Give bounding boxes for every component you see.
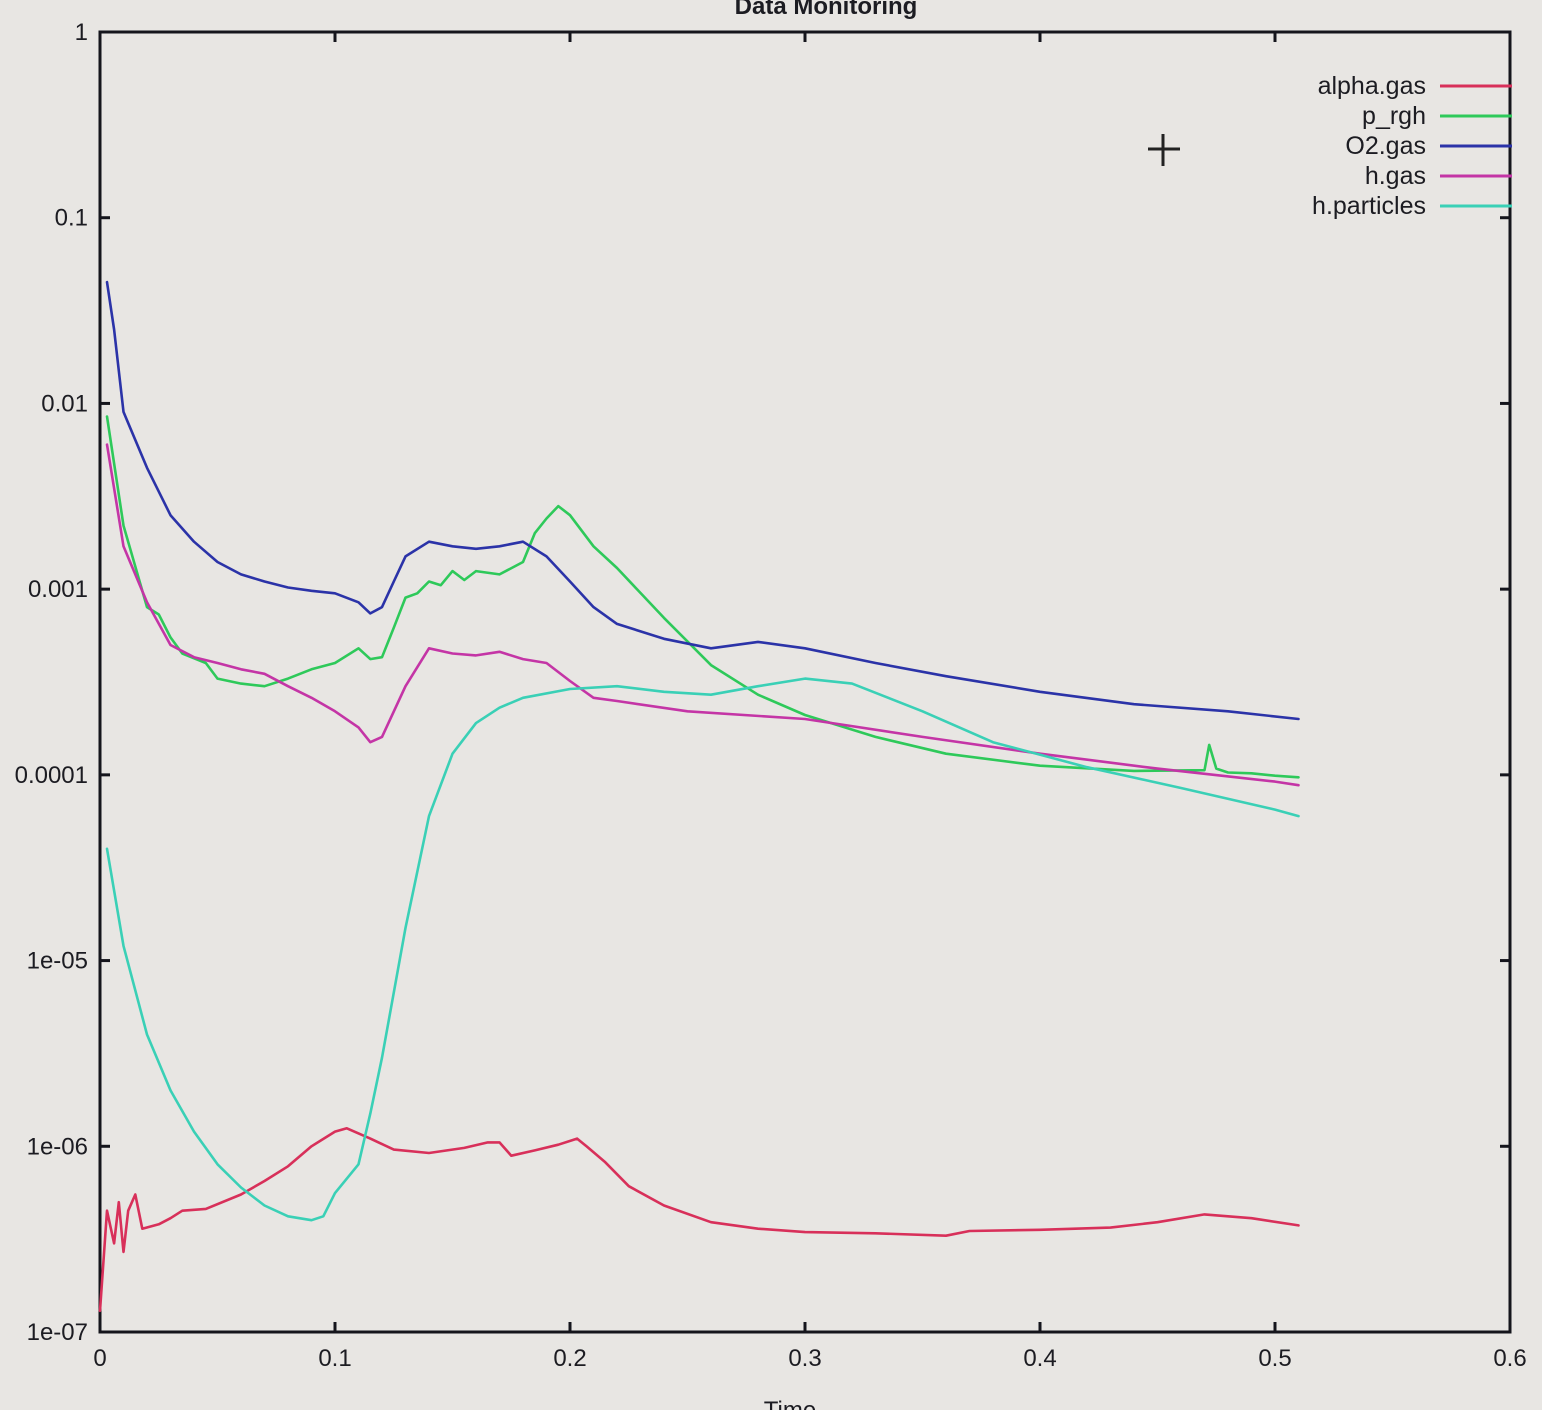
crosshair-cursor-icon xyxy=(1148,134,1180,166)
x-tick-label: 0 xyxy=(93,1345,106,1372)
series-layer xyxy=(98,280,1300,1313)
legend-label: p_rgh xyxy=(1362,102,1426,130)
y-tick-label: 0.01 xyxy=(41,390,88,417)
x-axis-label: Time xyxy=(764,1397,816,1410)
y-tick-label: 1e-07 xyxy=(27,1319,88,1346)
series-line-h-gas xyxy=(105,443,1300,787)
series-line-alpha-gas xyxy=(98,1127,1300,1313)
x-tick-label: 0.3 xyxy=(788,1345,821,1372)
x-tick-label: 0.4 xyxy=(1023,1345,1056,1372)
series-line-h-particles xyxy=(105,677,1300,1222)
y-tick-label: 1e-06 xyxy=(27,1133,88,1160)
series-line-o2-gas xyxy=(105,280,1300,721)
x-tick-label: 0.2 xyxy=(553,1345,586,1372)
y-tick-label: 1e-05 xyxy=(27,948,88,975)
axis-ticks: 0 0.1 0.2 0.3 0.4 0.5 0.6 1e-07 1e-06 1e-05 0.0001… xyxy=(15,19,1527,1372)
x-tick-label: 0.6 xyxy=(1493,1345,1526,1372)
x-tick-label: 0.1 xyxy=(318,1345,351,1372)
y-tick-label: 0.1 xyxy=(55,205,88,232)
plot-frame xyxy=(98,30,1512,1334)
legend-label: h.gas xyxy=(1365,162,1426,190)
legend-label: alpha.gas xyxy=(1318,72,1426,100)
y-tick-label: 0.0001 xyxy=(15,762,88,789)
series-line-p-rgh xyxy=(105,415,1300,779)
x-tick-label: 0.5 xyxy=(1258,1345,1291,1372)
legend-label: O2.gas xyxy=(1345,132,1426,160)
y-tick-label: 0.001 xyxy=(28,576,88,603)
chart-title: Data Monitoring xyxy=(735,0,918,20)
legend-label: h.particles xyxy=(1312,192,1426,220)
y-tick-label: 1 xyxy=(75,19,88,46)
